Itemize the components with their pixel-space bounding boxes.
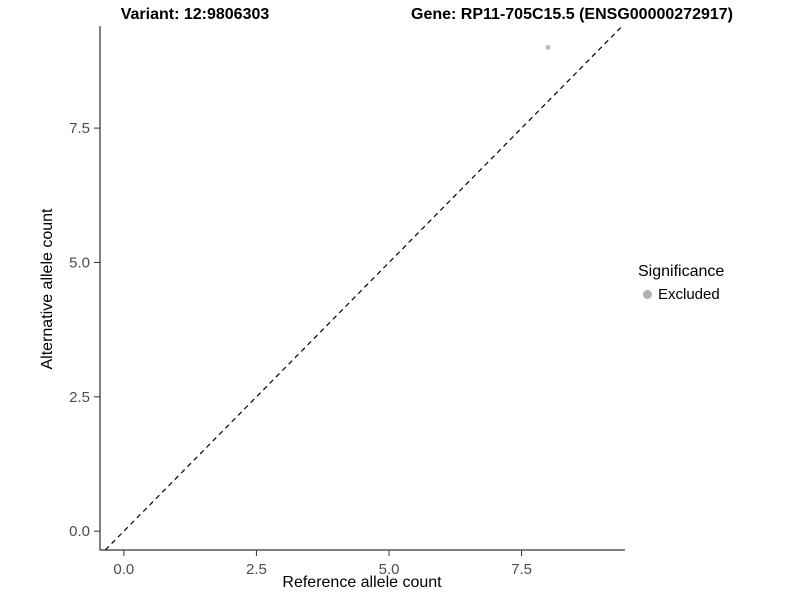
identity-line xyxy=(104,25,623,551)
legend-key-dot-icon xyxy=(643,290,652,299)
data-point xyxy=(545,44,551,50)
x-tick-label: 7.5 xyxy=(511,561,532,578)
y-tick-label: 2.5 xyxy=(69,389,90,406)
gene-title: Gene: RP11-705C15.5 (ENSG00000272917) xyxy=(411,6,733,23)
legend-title: Significance xyxy=(638,263,725,280)
x-tick-label: 2.5 xyxy=(246,561,267,578)
x-tick-label: 5.0 xyxy=(379,561,400,578)
x-tick-label: 0.0 xyxy=(113,561,134,578)
x-axis-title: Reference allele count xyxy=(282,574,442,591)
legend-item-excluded: Excluded xyxy=(638,286,724,303)
legend: Significance Excluded xyxy=(638,263,724,303)
y-tick-label: 5.0 xyxy=(69,254,90,271)
variant-title: Variant: 12:9806303 xyxy=(120,6,270,23)
y-tick-label: 7.5 xyxy=(69,120,90,137)
y-tick-label: 0.0 xyxy=(69,523,90,540)
legend-item-label: Excluded xyxy=(658,286,720,303)
y-axis-title: Alternative allele count xyxy=(39,208,56,370)
